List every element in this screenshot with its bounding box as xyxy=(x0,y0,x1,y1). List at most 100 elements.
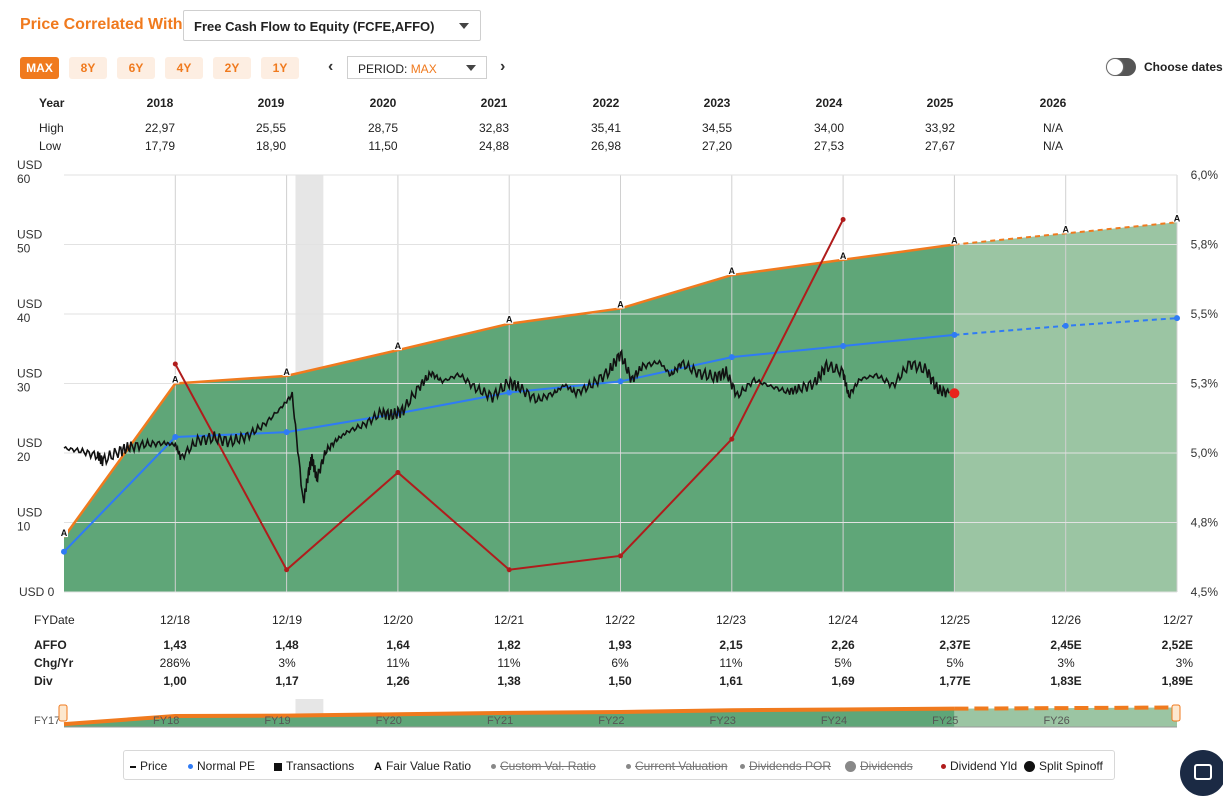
y-right-tick-label: 5,5% xyxy=(1191,307,1219,321)
y-axis-tick-label: USD 50 xyxy=(17,228,43,256)
y-right-tick-label: 5,8% xyxy=(1191,238,1219,252)
legend-label: Fair Value Ratio xyxy=(385,759,472,773)
legend-item-dividend-yld[interactable]: Dividend Yld xyxy=(941,759,1017,773)
page-title: Price Correlated With xyxy=(20,16,183,33)
chg-yr-cell: 3% xyxy=(1175,656,1193,670)
low-cell: 11,50 xyxy=(368,139,398,153)
div-cell: 1,89E xyxy=(1161,674,1193,688)
high-cell: N/A xyxy=(1042,121,1063,135)
fy-date-cell: 12/27 xyxy=(1162,613,1193,627)
navigator-label: FY24 xyxy=(821,715,847,727)
low-cell: 18,90 xyxy=(255,139,287,153)
navigator-area xyxy=(64,708,955,727)
dividend-yield-point xyxy=(284,567,290,573)
y-right-tick-label: 4,8% xyxy=(1191,516,1219,530)
y-axis-tick-label: USD 30 xyxy=(17,367,43,395)
legend-label: Dividend Yld xyxy=(950,759,1018,773)
div-cell: 1,17 xyxy=(275,674,299,688)
navigator-handle xyxy=(58,704,68,722)
fair-value-marker: A xyxy=(395,341,402,351)
legend-item-normal-pe[interactable]: Normal PE xyxy=(188,759,255,773)
div-cell: 1,50 xyxy=(608,674,632,688)
div-cell: 1,77E xyxy=(939,674,971,688)
normal-pe-point xyxy=(840,342,847,349)
fair-value-marker-bg xyxy=(839,250,848,260)
navigator-label: FY20 xyxy=(376,715,402,727)
legend-marker-icon xyxy=(740,764,745,770)
navigator-label: FY21 xyxy=(487,715,513,727)
metric-select[interactable]: Free Cash Flow to Equity (FCFE,AFFO) xyxy=(183,10,481,41)
high-cell: 34,55 xyxy=(701,121,733,135)
legend-item-custom-val-ratio[interactable]: Custom Val. Ratio xyxy=(491,759,596,773)
affo-cell: 2,37E xyxy=(939,638,971,652)
legend-item-dividends-por[interactable]: Dividends POR xyxy=(740,759,831,773)
fy-date-cell: 12/23 xyxy=(715,613,747,627)
legend-item-split-spinoff[interactable]: Split Spinoff xyxy=(1024,759,1103,773)
range-button-2y[interactable]: 2Y xyxy=(213,57,251,79)
legend-item-transactions[interactable]: Transactions xyxy=(274,759,354,773)
choose-dates-label: Choose dates xyxy=(1144,60,1223,74)
range-button-1y[interactable]: 1Y xyxy=(261,57,299,79)
fair-value-marker-bg xyxy=(393,341,402,351)
year-label: Year xyxy=(39,96,65,110)
fair-value-marker: A xyxy=(951,236,958,246)
next-period-button[interactable]: › xyxy=(500,58,506,75)
fy-date-cell: 12/26 xyxy=(1050,613,1082,627)
fy-date-cell: 12/18 xyxy=(159,613,191,627)
chg-yr-cell: 6% xyxy=(611,656,629,670)
legend-marker-icon xyxy=(845,761,856,773)
div-cell: 1,38 xyxy=(497,674,521,688)
fy-date-cell: 12/24 xyxy=(827,613,859,627)
choose-dates-toggle[interactable] xyxy=(1106,58,1136,76)
range-button-4y[interactable]: 4Y xyxy=(165,57,203,79)
chg-yr-cell: 5% xyxy=(834,656,852,670)
fair-value-marker: A xyxy=(1174,213,1181,223)
navigator-label: FY17 xyxy=(34,715,60,727)
legend-label: Price xyxy=(140,759,168,773)
legend-marker-icon xyxy=(941,764,946,770)
legend-marker-icon xyxy=(188,764,193,770)
period-select[interactable]: PERIOD: MAX xyxy=(347,56,487,79)
affo-cell: 2,45E xyxy=(1050,638,1082,652)
y-axis-tick-label: USD 40 xyxy=(17,297,43,325)
fy-date-cell: 12/20 xyxy=(382,613,414,627)
chg-yr-cell: 11% xyxy=(386,656,410,670)
legend-label: Custom Val. Ratio xyxy=(500,759,596,773)
chevron-down-icon xyxy=(459,23,469,29)
year-cell: 2024 xyxy=(815,96,843,110)
range-button-max[interactable]: MAX xyxy=(20,57,59,79)
legend-item-current-valuation[interactable]: Current Valuation xyxy=(626,759,728,773)
normal-pe-point xyxy=(617,378,624,385)
div-label: Div xyxy=(34,674,53,688)
recession-band xyxy=(295,175,324,592)
range-button-8y[interactable]: 8Y xyxy=(69,57,107,79)
low-cell: N/A xyxy=(1042,139,1063,153)
chg-yr-cell: 11% xyxy=(497,656,521,670)
legend-label: Dividends xyxy=(860,759,913,773)
dividend-yield-point xyxy=(506,567,512,573)
affo-cell: 1,93 xyxy=(608,638,632,652)
chat-icon xyxy=(1194,764,1212,780)
fair-value-marker-bg xyxy=(727,266,736,276)
high-cell: 28,75 xyxy=(367,121,399,135)
fair-value-marker-bg xyxy=(282,366,291,376)
high-cell: 22,97 xyxy=(144,121,176,135)
range-button-6y[interactable]: 6Y xyxy=(117,57,155,79)
fy-date-cell: 12/21 xyxy=(493,613,525,627)
affo-cell: 1,43 xyxy=(163,638,187,652)
prev-period-button[interactable]: ‹ xyxy=(328,58,334,75)
fair-value-marker: A xyxy=(840,251,847,261)
legend-item-price[interactable]: Price xyxy=(130,759,167,773)
fy-date-cell: 12/19 xyxy=(271,613,303,627)
legend-item-fair-value-ratio[interactable]: A Fair Value Ratio xyxy=(374,759,471,773)
normal-pe-point xyxy=(728,354,735,361)
low-cell: 27,20 xyxy=(701,139,733,153)
year-cell: 2019 xyxy=(257,96,285,110)
fy-date-cell: 12/25 xyxy=(939,613,971,627)
y-right-tick-label: 4,5% xyxy=(1191,585,1219,599)
navigator-label: FY22 xyxy=(598,715,624,727)
chat-button[interactable] xyxy=(1180,750,1223,796)
legend-item-dividends[interactable]: Dividends xyxy=(845,759,913,773)
legend-label: Dividends POR xyxy=(749,759,832,773)
div-cell: 1,00 xyxy=(163,674,187,688)
